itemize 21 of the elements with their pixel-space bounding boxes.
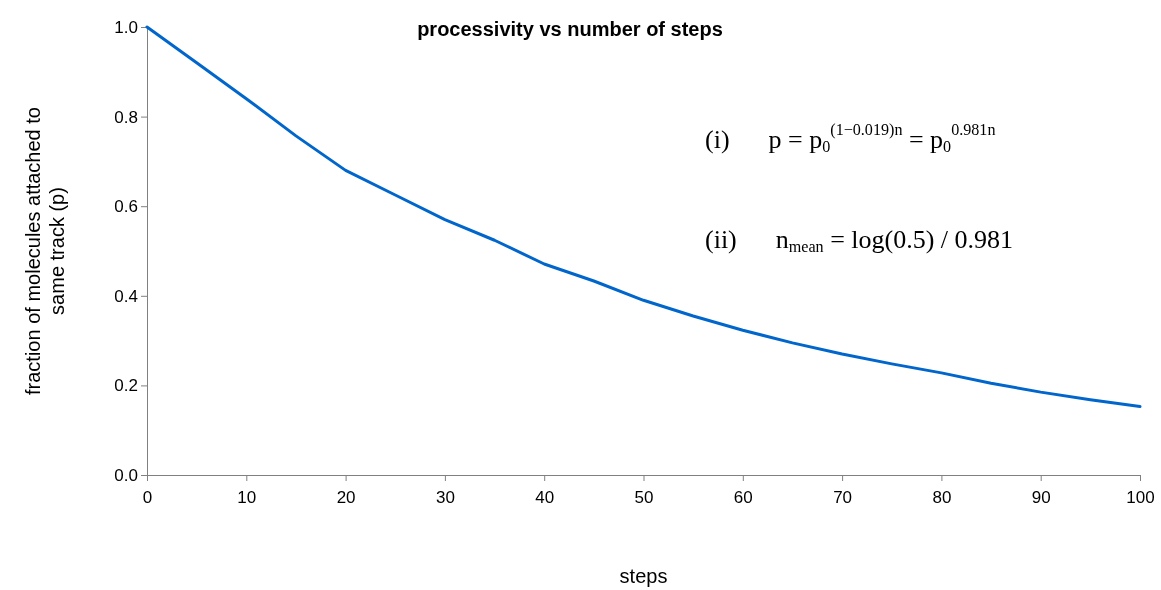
y-axis-title: fraction of molecules attached to same track (p) [22,107,68,395]
y-tick-label: 1.0 [114,17,138,37]
x-tick-label: 70 [833,487,853,507]
y-tick-label: 0.4 [114,286,138,306]
x-tick-label: 0 [142,487,153,507]
y-tick-label: 0.0 [114,465,138,485]
x-tick-label: 80 [932,487,952,507]
x-tick-label: 60 [733,487,753,507]
y-tick-label: 0.8 [114,107,138,127]
x-tick-label: 50 [634,487,654,507]
x-tick-label: 30 [435,487,455,507]
y-tick-label: 0.2 [114,376,138,396]
x-axis-title: steps [619,565,668,587]
chart-title: processivity vs number of steps [417,18,723,40]
x-tick-label: 20 [336,487,356,507]
x-tick-label: 10 [237,487,257,507]
x-tick-label: 40 [535,487,555,507]
y-tick-label: 0.6 [114,197,138,217]
annotation: (ii) n$_{mean}$ = log(0.5) / 0.981 [705,225,1014,255]
x-tick-label: 90 [1031,487,1051,507]
x-tick-label: 100 [1126,487,1155,507]
